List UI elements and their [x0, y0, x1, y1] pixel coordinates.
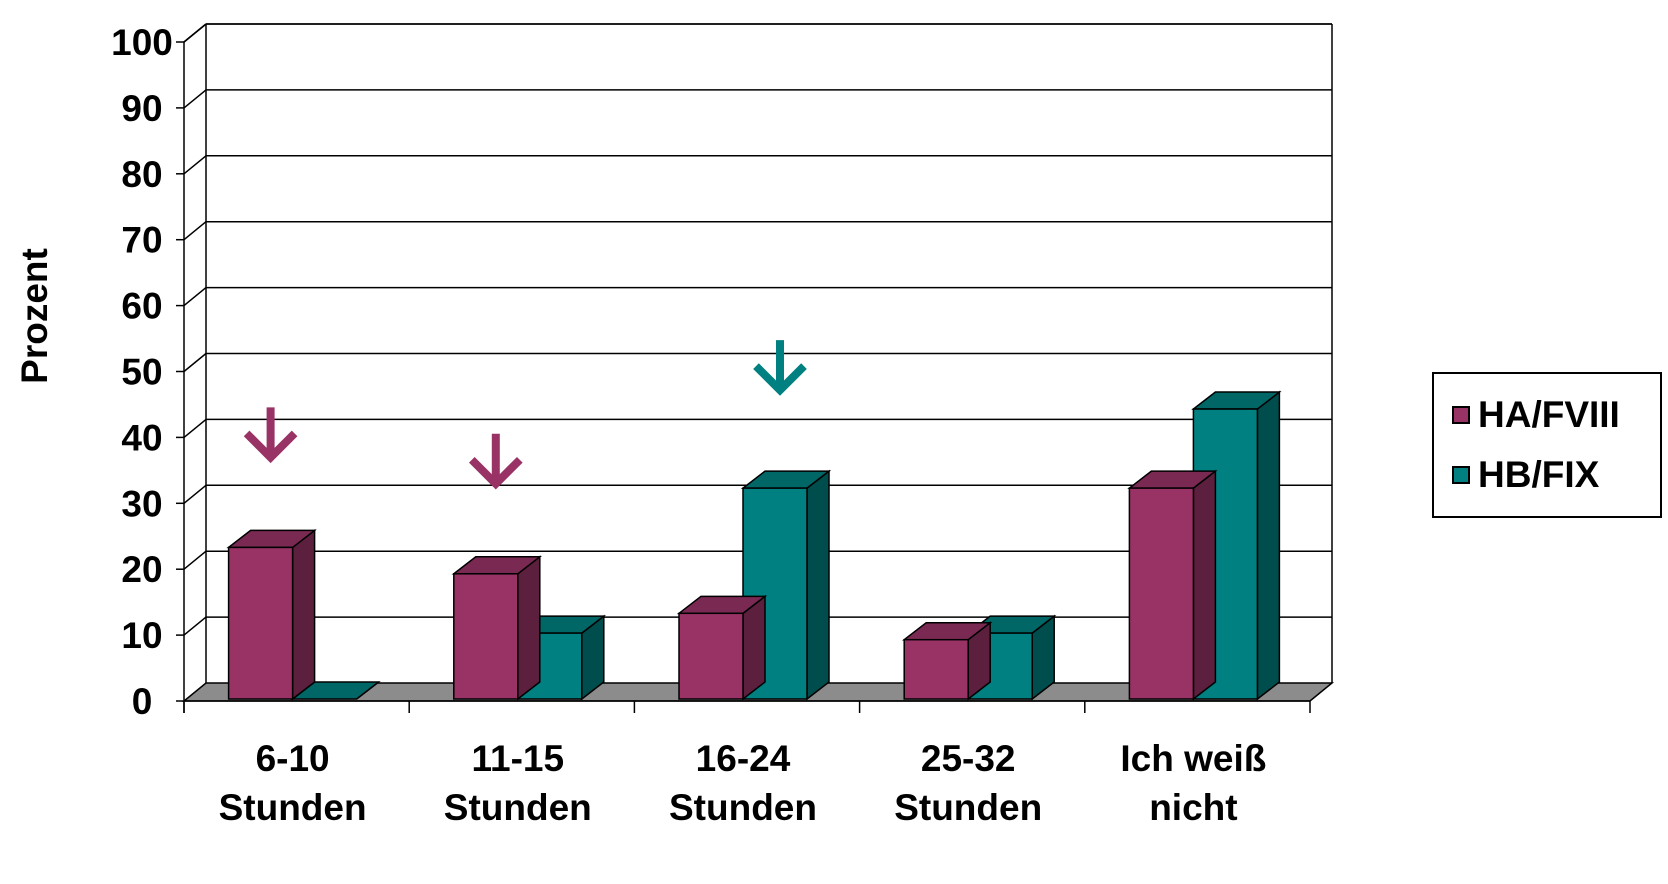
gridline-side: [183, 89, 207, 109]
legend-label-ha: HA/FVIII: [1478, 394, 1620, 435]
x-tick-label: Ich weiß: [1120, 738, 1266, 779]
x-tick-label: Stunden: [894, 787, 1042, 828]
bar-side: [517, 555, 541, 701]
y-tick-label: 20: [121, 549, 162, 590]
x-tick-label: Stunden: [444, 787, 592, 828]
y-tick-label: 70: [121, 220, 162, 261]
bar-3-0: [902, 621, 993, 701]
y-tick-label: 0: [132, 681, 153, 722]
x-tick-label: 25-32: [921, 738, 1016, 779]
x-tick-labels: 6-10 Stunden 11-15 Stunden 16-24 Stunden 25-32…: [219, 738, 1267, 828]
bar-0-0: [226, 528, 317, 701]
gridline-side: [183, 155, 207, 175]
annotation-arrows: [243, 340, 807, 490]
x-tick-label: 11-15: [472, 738, 565, 779]
arrow-head: [468, 456, 523, 490]
bar-2-0: [676, 594, 768, 701]
legend-item-ha: HA/FVIII: [1452, 394, 1620, 436]
bar-side: [291, 528, 316, 701]
y-tick-label: 60: [121, 286, 162, 327]
y-tick-label: 40: [121, 417, 162, 458]
gridline-side: [183, 352, 207, 373]
gridline-side: [183, 287, 207, 307]
bar-front: [227, 546, 294, 700]
bars: [226, 390, 1282, 701]
legend-swatch-ha: [1452, 406, 1470, 424]
bar-side: [1192, 469, 1217, 701]
x-tick-label: 16-24: [696, 738, 791, 779]
y-axis-label: Prozent: [14, 248, 55, 384]
x-tick-label: 6-10: [256, 738, 330, 779]
bar-side: [806, 469, 830, 701]
y-tick-label: 90: [121, 88, 162, 129]
x-tick-label: Stunden: [669, 787, 817, 828]
legend: HA/FVIII HB/FIX: [1432, 372, 1662, 518]
arrow-down-icon: [243, 407, 298, 464]
gridline-side: [183, 418, 207, 438]
y-tick-label: 50: [121, 352, 162, 393]
arrow-head: [243, 430, 298, 464]
arrow-head: [753, 363, 807, 396]
gridline-side: [183, 484, 207, 504]
bar-2-1: [740, 469, 832, 701]
bar-front: [453, 573, 519, 700]
bar-side: [1256, 390, 1281, 701]
gridline-side: [183, 221, 207, 241]
left-wall-top: [183, 23, 207, 43]
bar-front: [678, 612, 744, 700]
bar-front: [903, 638, 969, 700]
y-tick-label: 30: [121, 483, 162, 524]
arrow-down-icon: [468, 433, 523, 490]
y-tick-label: 10: [121, 615, 162, 656]
arrow-down-icon: [753, 340, 807, 396]
gridline-side: [183, 616, 207, 636]
y-tick-labels: 0 10 20 30 40 50 60 70 80 90 100: [111, 22, 173, 722]
x-tick-label: nicht: [1149, 787, 1237, 828]
bar-4-0: [1127, 469, 1218, 701]
legend-swatch-hb: [1452, 466, 1470, 484]
axes: [176, 23, 1333, 713]
bar-front: [1128, 487, 1195, 700]
gridline-side: [183, 550, 207, 570]
legend-label-hb: HB/FIX: [1478, 454, 1600, 495]
y-tick-label: 100: [111, 22, 173, 63]
legend-item-hb: HB/FIX: [1452, 454, 1599, 496]
x-tick-label: Stunden: [219, 787, 367, 828]
y-tick-label: 80: [121, 154, 162, 195]
bar-side: [742, 594, 766, 701]
bar-1-0: [451, 555, 542, 701]
